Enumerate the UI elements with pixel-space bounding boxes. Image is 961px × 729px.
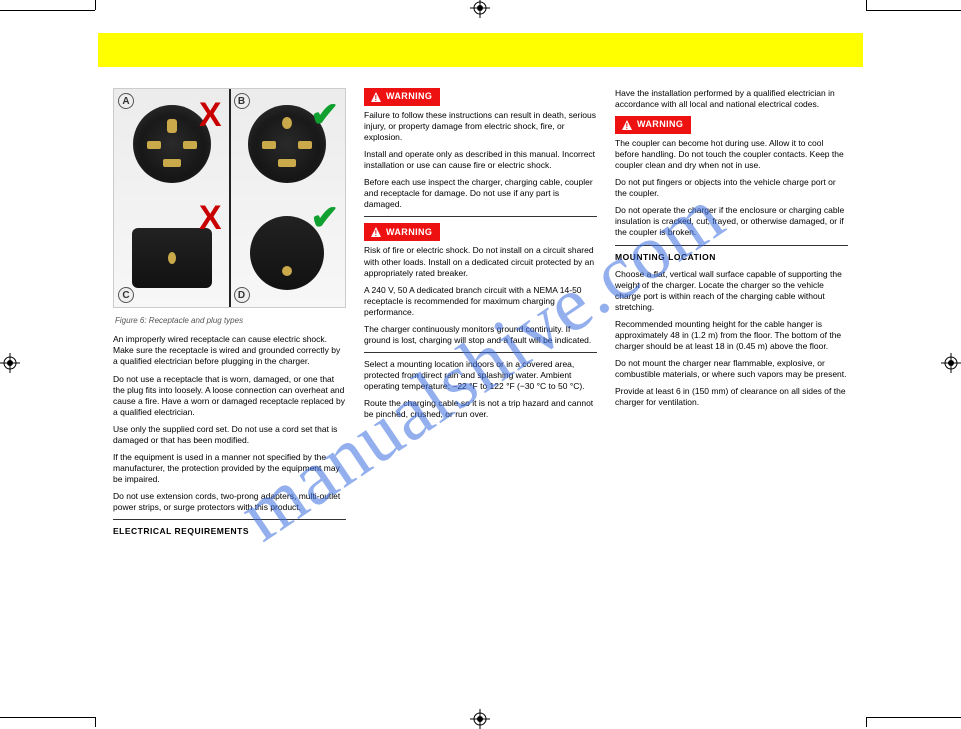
content-area: A X B bbox=[113, 88, 848, 684]
warning-triangle-icon: ! bbox=[370, 91, 382, 103]
receptacle-figure: A X B bbox=[113, 88, 346, 308]
header-band bbox=[98, 33, 863, 67]
body-text: If the equipment is used in a manner not… bbox=[113, 452, 346, 485]
body-text: Use only the supplied cord set. Do not u… bbox=[113, 424, 346, 446]
registration-mark-icon bbox=[0, 353, 20, 373]
svg-text:!: ! bbox=[374, 229, 377, 238]
x-mark-icon: X bbox=[199, 196, 222, 240]
body-text: Provide at least 6 in (150 mm) of cleara… bbox=[615, 386, 848, 408]
svg-text:!: ! bbox=[374, 94, 377, 103]
section-rule bbox=[364, 352, 597, 353]
crop-mark bbox=[866, 717, 867, 727]
warning-triangle-icon: ! bbox=[621, 119, 633, 131]
check-mark-icon: ✔ bbox=[311, 196, 340, 240]
column-2: ! WARNING Failure to follow these instru… bbox=[364, 88, 597, 543]
crop-mark bbox=[866, 717, 961, 718]
check-mark-icon: ✔ bbox=[311, 93, 340, 137]
crop-mark bbox=[95, 717, 96, 727]
section-rule bbox=[113, 519, 346, 520]
body-text: Choose a flat, vertical wall surface cap… bbox=[615, 269, 848, 313]
column-1: A X B bbox=[113, 88, 346, 543]
crop-mark bbox=[866, 10, 961, 11]
warning-text: Failure to follow these instructions can… bbox=[364, 110, 597, 143]
warning-label: WARNING bbox=[386, 227, 432, 239]
body-text: The charger continuously monitors ground… bbox=[364, 324, 597, 346]
body-text: Select a mounting location indoors or in… bbox=[364, 359, 597, 392]
body-text: Do not put fingers or objects into the v… bbox=[615, 177, 848, 199]
figure-label-b: B bbox=[234, 93, 250, 109]
registration-mark-icon bbox=[941, 353, 961, 373]
warning-label: WARNING bbox=[386, 91, 432, 103]
crop-mark bbox=[95, 0, 96, 10]
section-rule bbox=[615, 245, 848, 246]
body-text: A 240 V, 50 A dedicated branch circuit w… bbox=[364, 285, 597, 318]
warning-triangle-icon: ! bbox=[370, 226, 382, 238]
body-text: Install and operate only as described in… bbox=[364, 149, 597, 171]
body-text: Route the charging cable so it is not a … bbox=[364, 398, 597, 420]
warning-label: WARNING bbox=[637, 119, 683, 131]
warning-badge: ! WARNING bbox=[364, 223, 440, 241]
x-mark-icon: X bbox=[199, 93, 222, 137]
body-text: Do not use extension cords, two-prong ad… bbox=[113, 491, 346, 513]
warning-text: The coupler can become hot during use. A… bbox=[615, 138, 848, 171]
crop-mark bbox=[0, 717, 95, 718]
figure-label-c: C bbox=[118, 287, 134, 303]
warning-badge: ! WARNING bbox=[615, 116, 691, 134]
figure-caption: Figure 6: Receptacle and plug types bbox=[115, 316, 346, 326]
body-text: Do not mount the charger near flammable,… bbox=[615, 358, 848, 380]
page: A X B bbox=[97, 12, 864, 715]
warning-badge: ! WARNING bbox=[364, 88, 440, 106]
section-rule bbox=[364, 216, 597, 217]
body-text: Before each use inspect the charger, cha… bbox=[364, 177, 597, 210]
body-text: Recommended mounting height for the cabl… bbox=[615, 319, 848, 352]
crop-mark bbox=[866, 0, 867, 10]
column-3: Have the installation performed by a qua… bbox=[615, 88, 848, 543]
section-heading: MOUNTING LOCATION bbox=[615, 252, 848, 263]
figure-label-d: D bbox=[234, 287, 250, 303]
body-text: An improperly wired receptacle can cause… bbox=[113, 334, 346, 367]
warning-text: Risk of fire or electric shock. Do not i… bbox=[364, 245, 597, 278]
body-text: Do not use a receptacle that is worn, da… bbox=[113, 374, 346, 418]
svg-text:!: ! bbox=[625, 122, 628, 131]
body-text: Have the installation performed by a qua… bbox=[615, 88, 848, 110]
section-heading: ELECTRICAL REQUIREMENTS bbox=[113, 526, 346, 537]
crop-mark bbox=[0, 10, 95, 11]
body-text: Do not operate the charger if the enclos… bbox=[615, 205, 848, 238]
figure-label-a: A bbox=[118, 93, 134, 109]
